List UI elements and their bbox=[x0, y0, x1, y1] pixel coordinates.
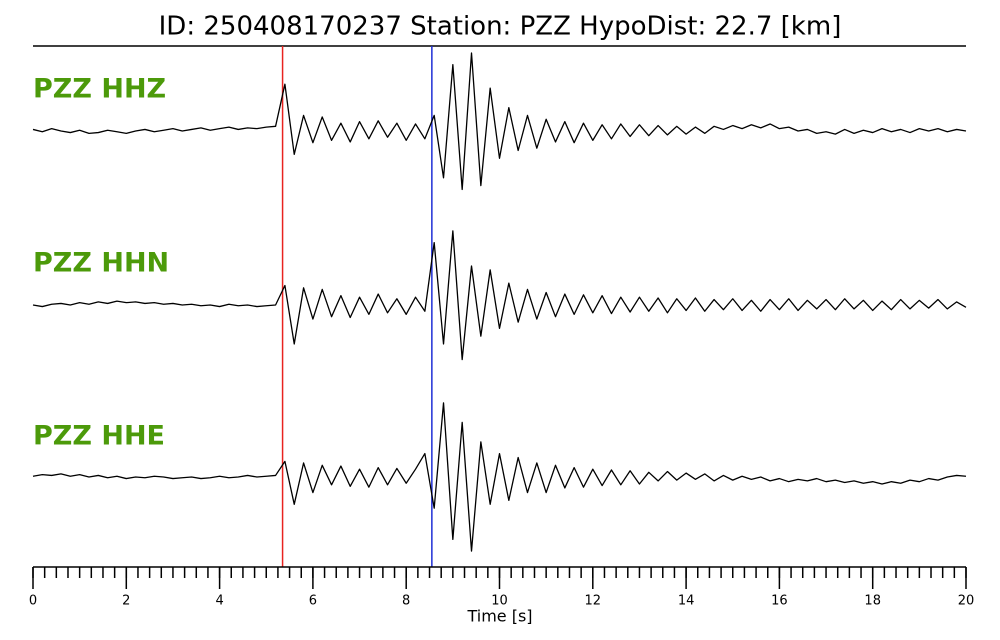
x-tick-label: 14 bbox=[678, 594, 695, 609]
x-tick-label: 18 bbox=[864, 594, 881, 609]
waveform bbox=[32, 230, 967, 361]
x-tick-label: 2 bbox=[122, 594, 130, 609]
x-axis-label: Time [s] bbox=[466, 607, 532, 626]
x-tick-label: 12 bbox=[585, 594, 602, 609]
x-tick-label: 4 bbox=[215, 594, 223, 609]
x-tick-label: 0 bbox=[29, 594, 37, 609]
waveform bbox=[32, 402, 967, 552]
x-tick-label: 20 bbox=[958, 594, 975, 609]
chart-title: ID: 250408170237 Station: PZZ HypoDist: … bbox=[159, 12, 842, 42]
x-tick-label: 10 bbox=[491, 594, 508, 609]
trace-label: PZZ HHE bbox=[33, 421, 165, 452]
trace-label: PZZ HHN bbox=[33, 248, 169, 279]
waveform bbox=[32, 52, 967, 191]
trace-label: PZZ HHZ bbox=[33, 74, 166, 105]
x-tick-label: 16 bbox=[771, 594, 788, 609]
x-tick-label: 8 bbox=[402, 594, 410, 609]
x-tick-label: 6 bbox=[309, 594, 317, 609]
